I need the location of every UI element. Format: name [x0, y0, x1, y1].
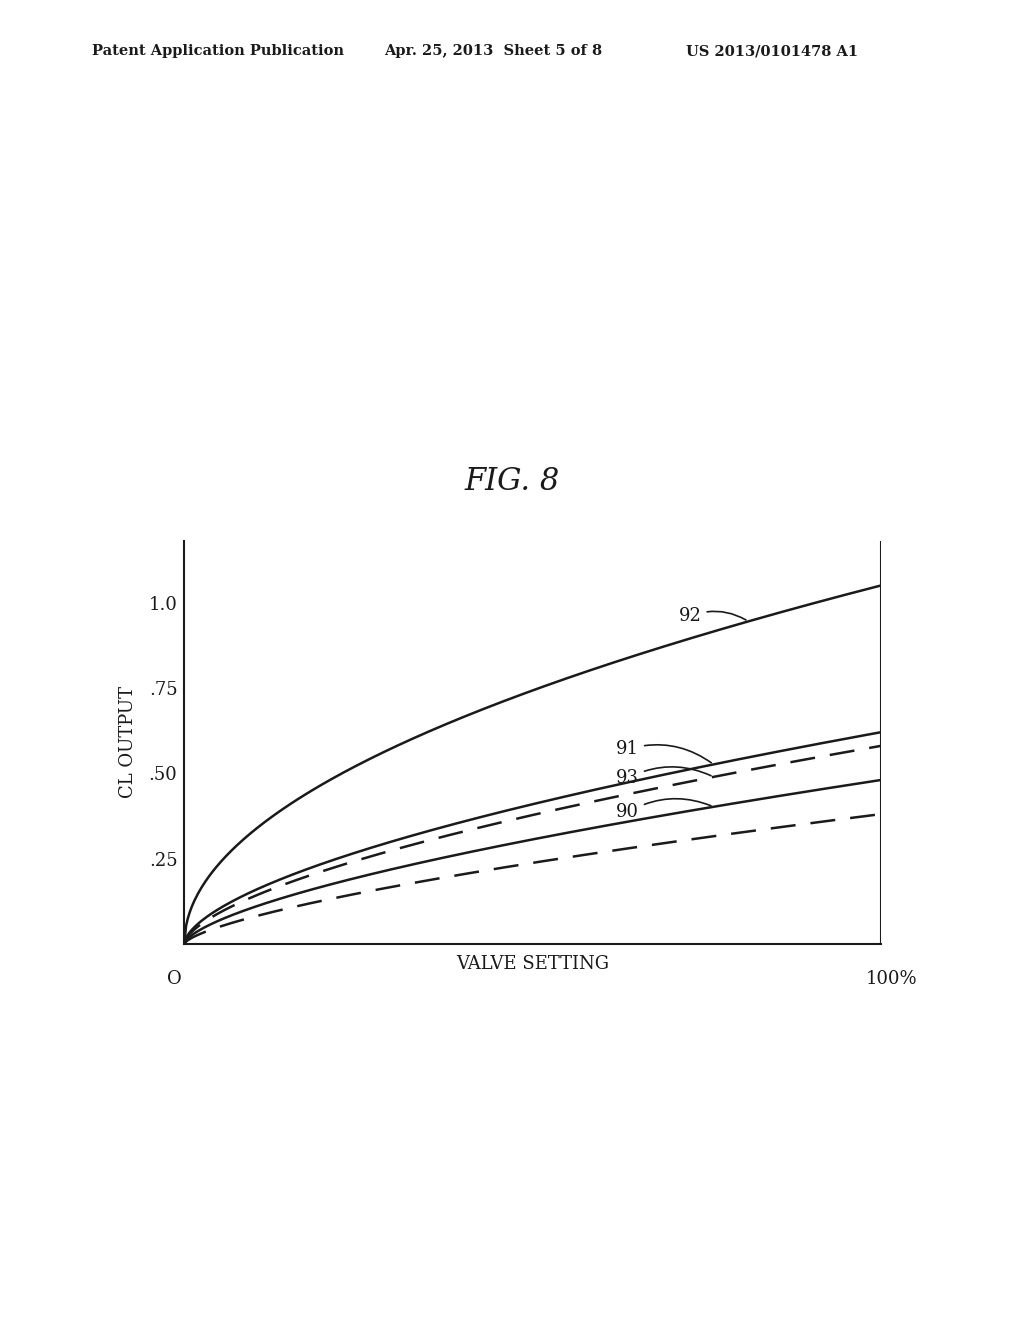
Text: 100%: 100%: [865, 970, 916, 989]
Text: 93: 93: [616, 767, 711, 787]
Text: 92: 92: [679, 607, 745, 626]
Text: O: O: [167, 970, 181, 989]
Text: Patent Application Publication: Patent Application Publication: [92, 45, 344, 58]
Y-axis label: CL OUTPUT: CL OUTPUT: [120, 686, 137, 799]
Text: FIG. 8: FIG. 8: [464, 466, 560, 498]
Text: US 2013/0101478 A1: US 2013/0101478 A1: [686, 45, 858, 58]
X-axis label: VALVE SETTING: VALVE SETTING: [456, 954, 609, 973]
Text: Apr. 25, 2013  Sheet 5 of 8: Apr. 25, 2013 Sheet 5 of 8: [384, 45, 602, 58]
Text: 90: 90: [616, 799, 711, 821]
Text: 91: 91: [616, 741, 712, 763]
